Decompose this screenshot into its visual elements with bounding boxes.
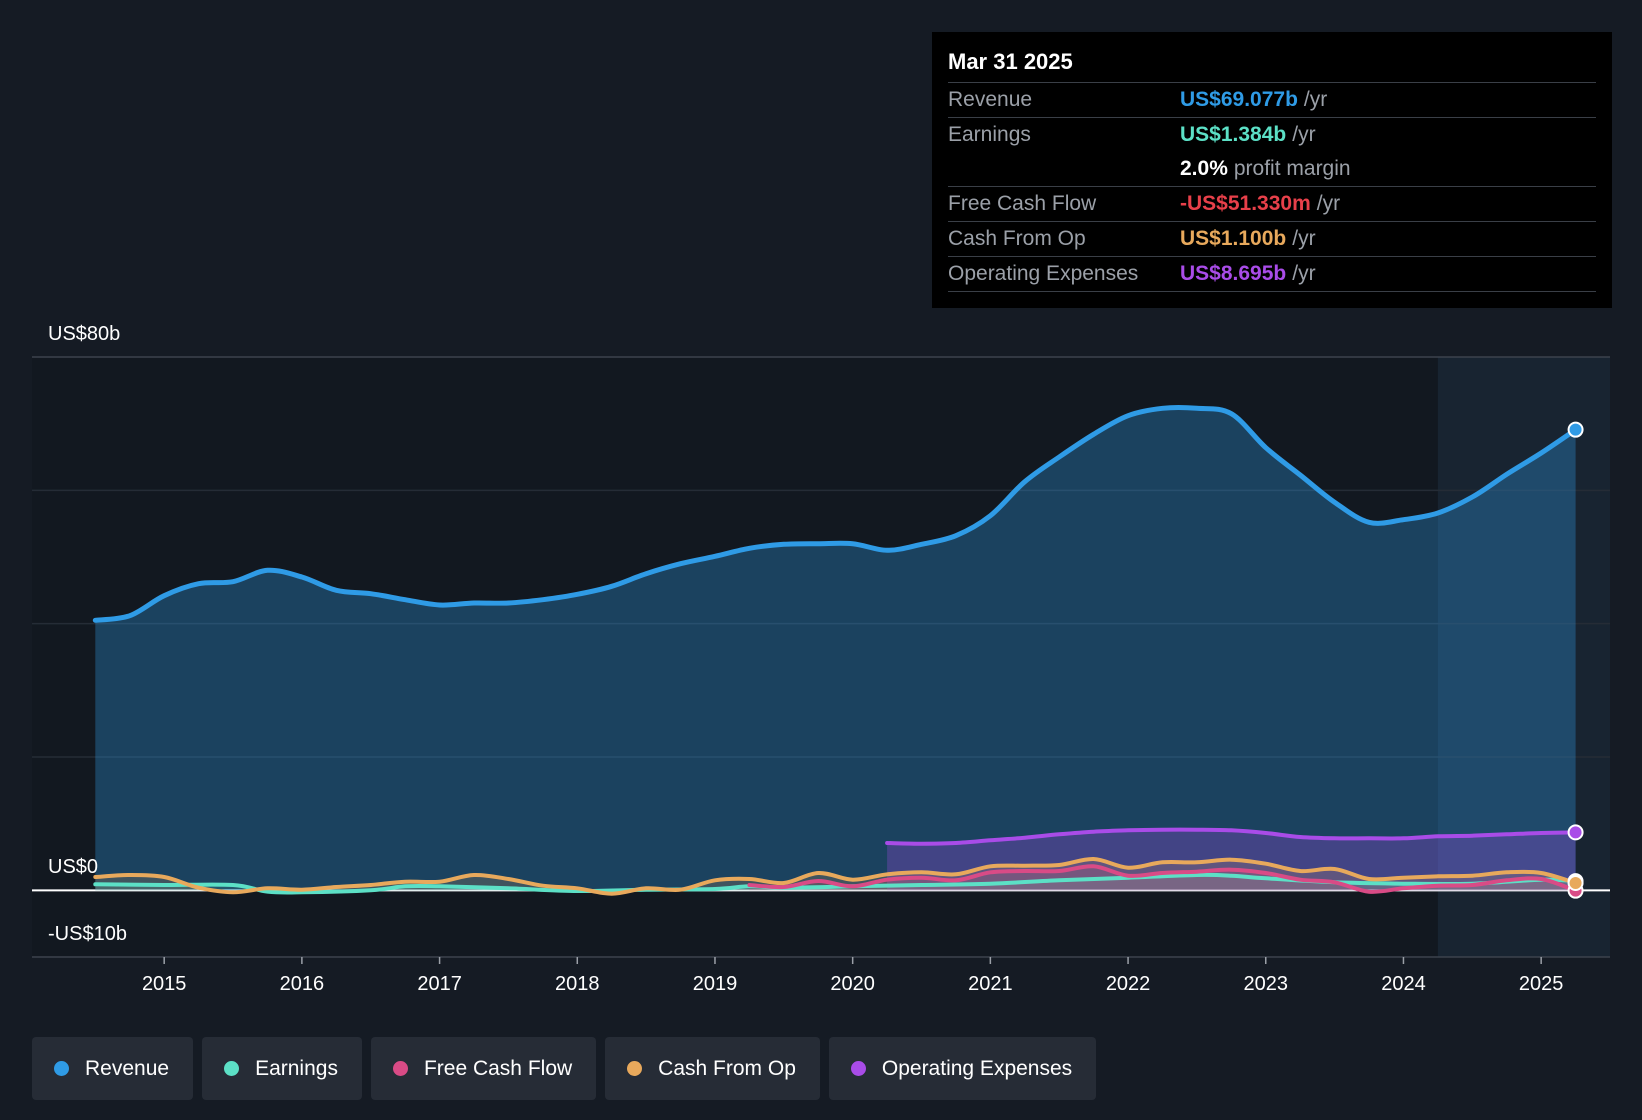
legend: Revenue Earnings Free Cash Flow Cash Fro… (32, 1037, 1097, 1100)
x-tick-label: 2025 (1519, 973, 1564, 995)
legend-label: Free Cash Flow (423, 1056, 573, 1080)
legend-dot-icon (627, 1061, 643, 1076)
tooltip-unit: /yr (1292, 123, 1316, 146)
tooltip-label: Revenue (948, 88, 1033, 111)
x-tick-label: 2024 (1381, 973, 1426, 995)
legend-dot-icon (54, 1061, 69, 1076)
y-label-bottom: -US$10b (48, 923, 127, 945)
legend-dot-icon (392, 1061, 408, 1076)
tooltip-label: Operating Expenses (948, 262, 1139, 285)
series-lines (92, 405, 1579, 896)
x-tick-label: 2017 (417, 973, 462, 995)
tooltip-value: 2.0% (1180, 157, 1228, 180)
legend-dot-icon (850, 1061, 866, 1076)
end-marker-cash-from-op (1567, 875, 1584, 891)
legend-label: Cash From Op (658, 1056, 796, 1080)
tooltip-row-free-cash-flow: Free Cash Flow -US$51.330m /yr (948, 186, 1596, 221)
x-axis-ticks: 2015 2016 2017 2018 2019 2020 2021 2022 2023 2024… (142, 957, 1563, 995)
tooltip-label: Earnings (948, 123, 1031, 146)
end-marker-revenue (1567, 421, 1584, 438)
x-tick-label: 2016 (280, 973, 325, 995)
series-end-markers (1567, 421, 1584, 899)
tooltip-unit: /yr (1292, 227, 1316, 250)
legend-item-free-cash-flow[interactable]: Free Cash Flow (370, 1037, 597, 1100)
tooltip-date: Mar 31 2025 (948, 49, 1073, 74)
line-revenue (92, 405, 1579, 623)
x-tick-label: 2018 (555, 973, 600, 995)
legend-item-cash-from-op[interactable]: Cash From Op (605, 1037, 820, 1100)
tooltip-value: US$8.695b (1180, 262, 1287, 285)
y-label-zero: US$0 (48, 856, 98, 878)
tooltip-row-operating-expenses: Operating Expenses US$8.695b /yr (948, 256, 1596, 292)
line-free-cash-flow (747, 864, 1578, 894)
tooltip-label: Cash From Op (948, 227, 1086, 250)
tooltip-value: US$1.100b (1180, 227, 1287, 250)
tooltip-unit: profit margin (1233, 157, 1351, 180)
forecast-region (1437, 357, 1610, 957)
plot-background (32, 357, 1610, 957)
legend-item-operating-expenses[interactable]: Operating Expenses (828, 1037, 1097, 1100)
tooltip-label: Free Cash Flow (948, 192, 1097, 215)
tooltip-row-revenue: Revenue US$69.077b /yr (948, 82, 1596, 117)
end-marker-operating-expenses (1567, 824, 1584, 841)
x-tick-label: 2021 (968, 973, 1013, 995)
tooltip-unit: /yr (1316, 192, 1341, 215)
tooltip-value: US$1.384b (1180, 123, 1287, 146)
legend-label: Operating Expenses (881, 1056, 1073, 1080)
area-revenue (95, 407, 1576, 891)
legend-dot-icon (224, 1061, 240, 1076)
tooltip-unit: /yr (1292, 262, 1316, 285)
line-operating-expenses (885, 827, 1578, 846)
tooltip-value: US$69.077b (1180, 88, 1298, 111)
tooltip-row-profit-margin: 2.0% profit margin (948, 152, 1596, 186)
tooltip-unit: /yr (1303, 88, 1328, 111)
tooltip-value: -US$51.330m (1180, 192, 1311, 215)
x-tick-label: 2020 (830, 973, 875, 995)
tooltip-row-cash-from-op: Cash From Op US$1.100b /yr (948, 221, 1596, 256)
legend-item-revenue[interactable]: Revenue (32, 1037, 194, 1100)
x-tick-label: 2023 (1244, 973, 1289, 995)
legend-label: Earnings (255, 1056, 338, 1080)
legend-item-earnings[interactable]: Earnings (202, 1037, 362, 1100)
tooltip-panel: Mar 31 2025 Revenue US$69.077b /yr Earni… (932, 32, 1612, 308)
legend-label: Revenue (85, 1056, 170, 1080)
tooltip-row-earnings: Earnings US$1.384b /yr (948, 117, 1596, 152)
x-tick-label: 2015 (142, 973, 187, 995)
x-tick-label: 2019 (693, 973, 738, 995)
line-cash-from-op (93, 856, 1578, 896)
x-tick-label: 2022 (1106, 973, 1151, 995)
y-label-top: US$80b (48, 323, 120, 345)
